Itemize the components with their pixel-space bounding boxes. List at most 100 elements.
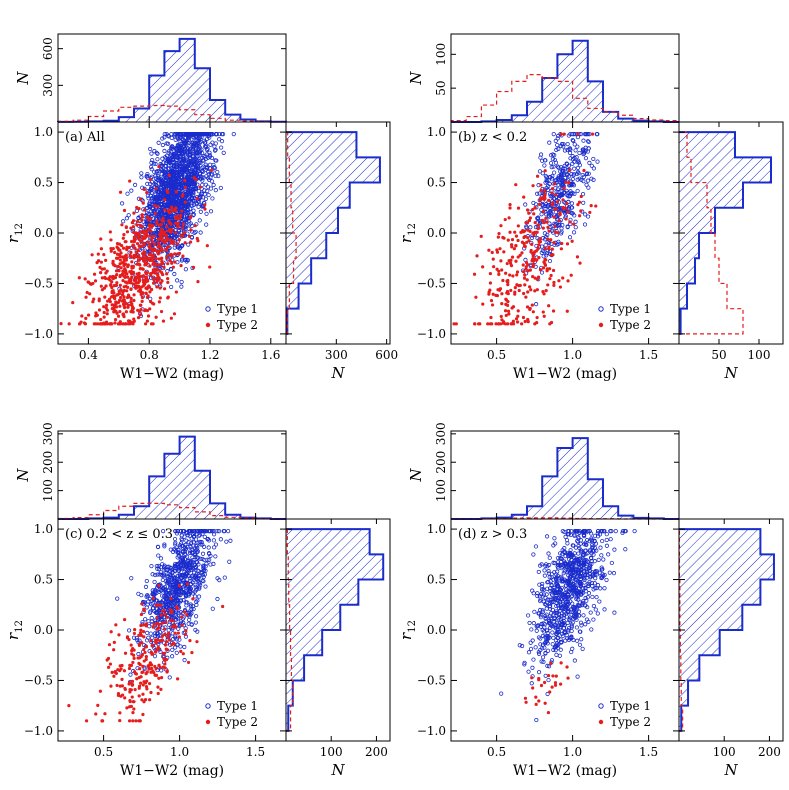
type1-point: [160, 192, 165, 198]
type1-point: [550, 173, 555, 179]
type1-point: [553, 178, 558, 183]
main-xlabel: W1−W2 (mag): [513, 366, 617, 382]
type1-point: [215, 596, 220, 602]
type2-point: [520, 251, 524, 255]
type2-point: [531, 310, 535, 314]
main-ylabel: r12: [4, 223, 25, 243]
type2-point: [118, 711, 122, 715]
type2-point: [132, 317, 136, 321]
type2-point: [120, 693, 125, 697]
type2-point: [160, 676, 164, 680]
type1-point: [526, 669, 531, 674]
type1-point: [178, 186, 184, 191]
type1-point: [583, 595, 588, 601]
type2-point: [102, 315, 106, 319]
type2-point: [523, 273, 527, 277]
type1-point: [155, 157, 160, 162]
type2-point: [137, 642, 142, 646]
type2-point: [159, 613, 163, 617]
type1-point: [533, 544, 539, 549]
type2-point: [118, 719, 122, 723]
type1-point: [194, 614, 199, 619]
type2-point: [174, 209, 178, 213]
type1-point: [179, 279, 184, 285]
scatter-plot: 0.4 0.8 1.2 1.6−1.0−0.50.00.51.0W1−W2 (mag)…: [4, 116, 292, 382]
type2-point: [553, 224, 557, 228]
type1-point: [221, 150, 226, 155]
type2-point: [524, 267, 528, 271]
type2-point: [500, 292, 504, 296]
type2-point: [152, 302, 156, 306]
type2-point: [479, 234, 483, 238]
type2-point: [163, 612, 167, 616]
type1-point: [191, 135, 196, 140]
type1-point: [173, 566, 178, 571]
type1-point: [564, 161, 569, 166]
type1-point: [556, 182, 561, 187]
type1-point: [156, 610, 161, 615]
type2-point: [547, 229, 551, 233]
type2-point: [149, 322, 154, 326]
type2-point: [136, 656, 140, 660]
type1-point: [540, 608, 545, 613]
type1-point: [198, 209, 203, 214]
type2-point: [152, 622, 156, 626]
type2-point: [99, 270, 103, 275]
type2-point: [502, 250, 506, 254]
type2-point: [128, 705, 132, 709]
type1-point: [549, 600, 554, 605]
type1-point: [164, 581, 169, 586]
type2-point: [168, 238, 172, 242]
type1-point: [545, 232, 550, 237]
type1-point: [554, 652, 559, 657]
type1-point: [185, 533, 190, 538]
type2-point: [135, 677, 139, 681]
type1-point: [213, 158, 218, 163]
type2-point: [158, 639, 162, 643]
type2-point: [536, 246, 540, 250]
type2-point: [543, 246, 547, 250]
type2-point: [129, 226, 133, 230]
type1-point: [567, 235, 573, 240]
type2-point: [171, 239, 176, 243]
type1-point: [182, 156, 187, 161]
type2-point: [100, 322, 104, 326]
type1-point: [162, 542, 167, 547]
type2-point: [132, 648, 136, 652]
type1-point: [160, 625, 165, 630]
main-ytick-label: −0.5: [24, 673, 53, 687]
type1-point: [551, 543, 556, 548]
type1-point: [163, 155, 168, 160]
type2-point: [114, 269, 119, 273]
type1-point: [166, 196, 171, 201]
type1-point: [158, 649, 163, 654]
type1-point: [231, 132, 236, 137]
type1-point: [188, 189, 193, 194]
type1-point: [193, 544, 199, 549]
type1-point: [165, 269, 170, 274]
type2-point: [135, 254, 139, 258]
type2-point: [90, 253, 94, 257]
type1-point: [174, 617, 179, 622]
type2-point: [163, 662, 167, 666]
legend-type2-label: Type 2: [610, 318, 651, 332]
type2-point: [148, 661, 152, 665]
type2-point: [163, 241, 167, 245]
type2-point: [156, 273, 160, 277]
type2-point: [130, 260, 134, 264]
type2-point: [179, 213, 183, 217]
type2-point: [159, 222, 163, 227]
type2-point: [125, 281, 129, 285]
type1-point: [190, 148, 195, 154]
type2-point: [96, 259, 101, 263]
type1-point: [174, 637, 180, 642]
type1-point: [226, 529, 231, 534]
type1-point: [150, 206, 155, 212]
type2-point: [169, 230, 173, 234]
type1-point: [168, 584, 174, 589]
type2-point: [559, 247, 563, 251]
type1-point: [544, 606, 549, 611]
type1-point: [554, 147, 559, 152]
type2-point: [139, 628, 143, 632]
